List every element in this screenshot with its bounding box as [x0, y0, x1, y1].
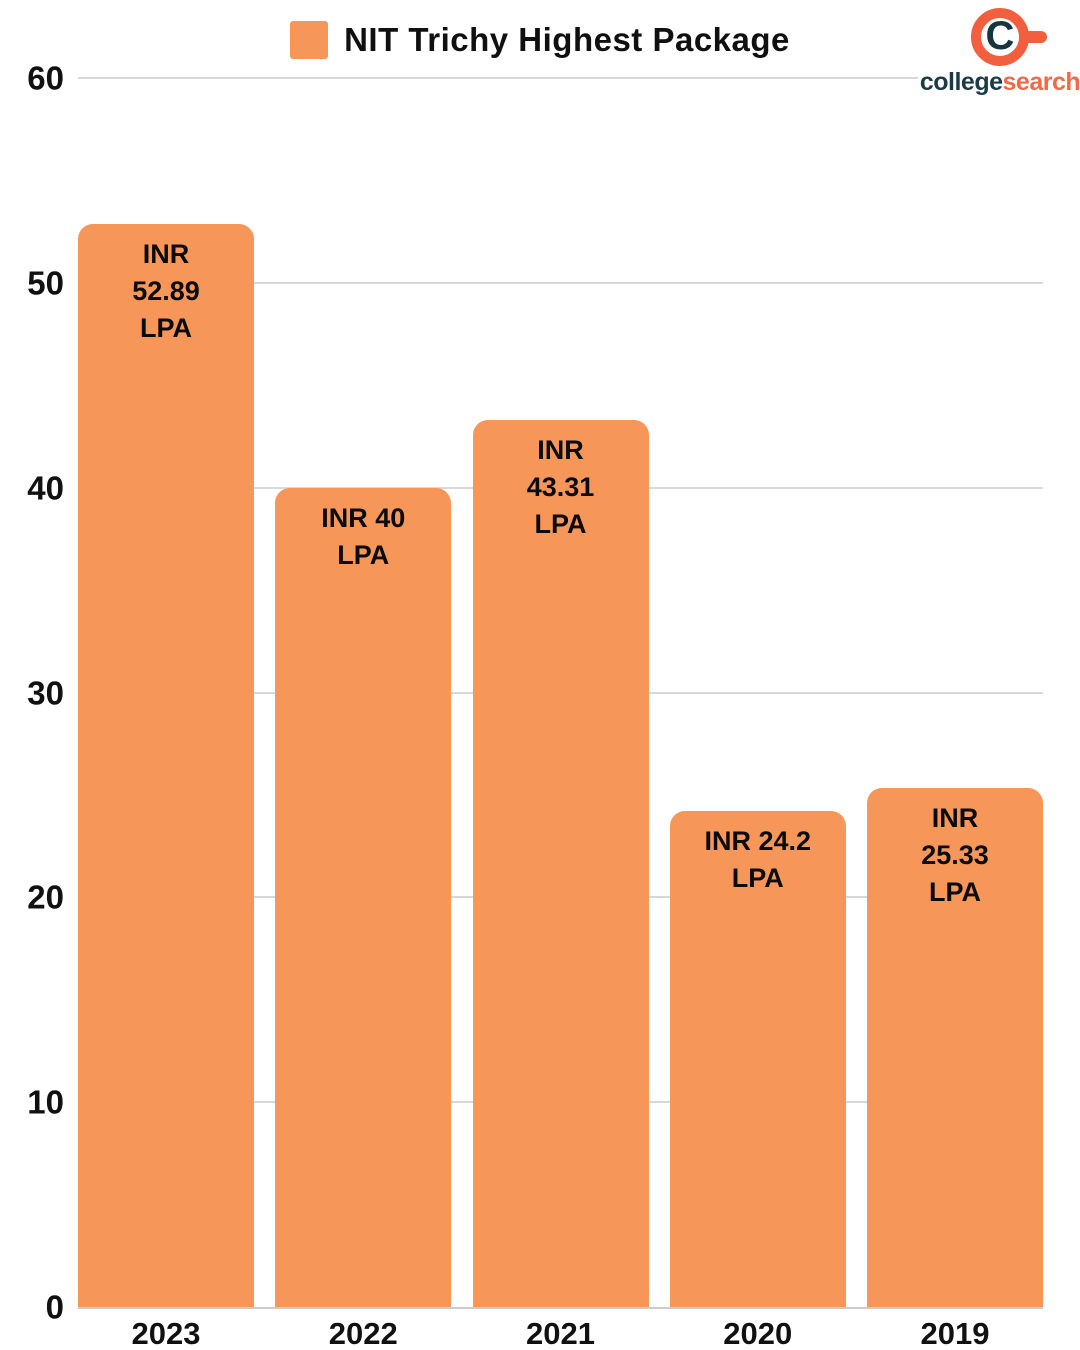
bar-value-label: INR 43.31 LPA	[526, 434, 595, 539]
logo-text-search: search	[1002, 68, 1080, 96]
bar-2019: INR 25.33 LPA	[867, 788, 1043, 1307]
logo-text-college: college	[919, 68, 1003, 96]
x-axis: 2023 2022 2021 2020 2019	[78, 1315, 1043, 1350]
gridline-60	[78, 77, 1043, 79]
magnifier-ring: C	[971, 8, 1029, 66]
y-tick-label-10: 10	[27, 1083, 64, 1121]
collegesearch-logo: C collegesearch	[917, 6, 1080, 106]
bar-value-label: INR 40 LPA	[321, 502, 406, 570]
bar-value-label: INR 25.33 LPA	[921, 803, 989, 908]
x-tick-label-2020: 2020	[723, 1316, 793, 1350]
x-tick-label-2021: 2021	[526, 1316, 595, 1350]
bar-2023: INR 52.89 LPA	[78, 223, 254, 1307]
bar-value-label: INR 52.89 LPA	[132, 238, 200, 343]
logo-monogram: C	[985, 14, 1015, 58]
chart-legend: NIT Trichy Highest Package	[0, 10, 1080, 70]
logo-wordmark: collegesearch	[917, 68, 1080, 97]
x-tick-label-2023: 2023	[131, 1316, 201, 1350]
x-tick-label-2022: 2022	[328, 1316, 398, 1350]
y-tick-label-50: 50	[27, 264, 64, 302]
x-axis-line	[78, 1307, 1043, 1309]
legend-swatch	[290, 21, 329, 59]
chart-title: NIT Trichy Highest Package	[344, 21, 790, 58]
x-tick-label-2019: 2019	[920, 1316, 990, 1350]
y-tick-label-60: 60	[27, 59, 64, 97]
magnifier-handle	[1023, 31, 1047, 43]
y-axis: 0 10 20 30 40 50 60	[0, 62, 64, 1324]
magnifier-icon: C	[971, 8, 1047, 66]
bar-2020: INR 24.2 LPA	[669, 811, 846, 1307]
bar-2022: INR 40 LPA	[275, 487, 452, 1307]
y-tick-label-0: 0	[45, 1288, 64, 1326]
y-tick-label-40: 40	[27, 469, 64, 507]
plot-area: INR 52.89 LPA INR 40 LPA INR 43.31 LPA INR 24.2 L…	[78, 77, 1043, 1309]
bar-2021: INR 43.31 LPA	[472, 419, 649, 1307]
y-tick-label-30: 30	[27, 674, 64, 711]
gridline-50	[78, 281, 1043, 284]
bar-value-label: INR 24.2 LPA	[704, 826, 812, 894]
y-tick-label-20: 20	[27, 878, 64, 916]
